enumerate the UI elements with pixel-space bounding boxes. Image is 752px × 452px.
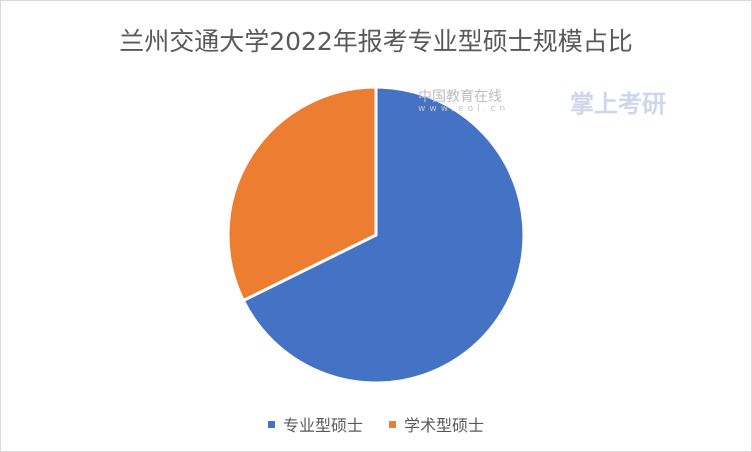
legend: 专业型硕士 学术型硕士: [0, 412, 752, 436]
eol-watermark: 中国教育在线: [418, 89, 502, 105]
pie-slice-2: [226, 85, 378, 303]
legend-item: 专业型硕士: [267, 412, 363, 436]
legend-swatch: [389, 420, 396, 428]
zsks-watermark: 掌上考研: [570, 90, 666, 118]
legend-label: 学术型硕士: [404, 416, 485, 435]
legend-swatch: [267, 420, 275, 428]
legend-label: 专业型硕士: [282, 416, 363, 435]
legend-item: 学术型硕士: [389, 412, 484, 436]
eol-url-watermark: www.eol.cn: [418, 104, 510, 114]
pie-slice-1: [241, 85, 526, 385]
chart-title: 兰州交通大学2022年报考专业型硕士规模占比: [119, 27, 633, 56]
